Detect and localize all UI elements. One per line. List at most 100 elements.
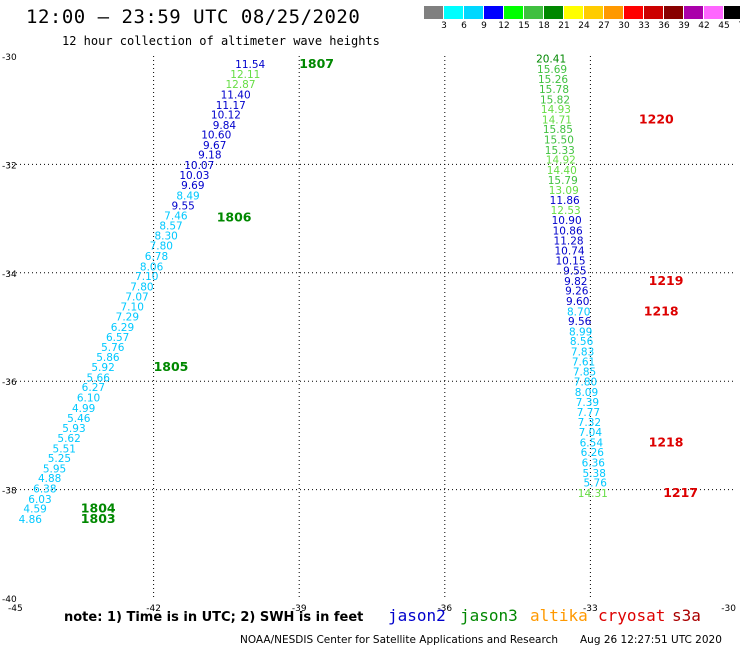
satellite-legend-cryosat: cryosat [598,606,666,625]
y-tick-label: -38 [2,487,17,497]
wave-height-value: 10.90 [552,215,582,227]
wave-height-value: 5.76 [584,478,608,490]
wave-height-value: 10.12 [211,110,241,122]
scale-label: 12 [498,21,510,31]
scale-swatch [664,6,684,19]
page-title: 12:00 – 23:59 UTC 08/25/2020 [26,6,361,28]
scale-swatch [584,6,604,19]
wave-height-value: 6.57 [106,332,129,344]
wave-height-value: 5.66 [87,372,111,384]
wave-height-value: 5.95 [43,463,66,475]
pass-time-label: 1218 [644,303,679,318]
wave-height-value: 9.18 [198,150,221,162]
scale-swatch [704,6,724,19]
pass-time-label: 1220 [639,111,674,126]
wave-height-value: 6.29 [111,322,134,334]
wave-height-value: 9.69 [181,180,204,192]
satellite-legend-jason3: jason3 [460,606,518,625]
pass-time-label: 1217 [663,485,698,500]
wave-height-value: 11.28 [554,235,584,247]
wave-height-value: 9.67 [203,140,226,152]
footer-note: note: 1) Time is in UTC; 2) SWH is in fe… [64,610,364,625]
wave-height-value: 10.86 [553,226,583,238]
x-tick-label: -33 [583,604,598,614]
scale-swatch [724,6,740,19]
pass-time-label: 1806 [217,210,252,225]
scale-label: 15 [518,21,530,31]
wave-height-value: 7.80 [150,241,173,253]
satellite-legend-jason2: jason2 [388,606,446,625]
y-tick-label: -34 [2,270,17,280]
scale-swatch [684,6,704,19]
scale-label: 36 [658,21,670,31]
scale-label: 18 [538,21,550,31]
wave-height-value: 8.57 [159,221,182,233]
wave-height-value: 10.03 [179,170,209,182]
pass-time-label: 1218 [649,434,684,449]
wave-height-value: 11.17 [216,100,246,112]
wave-height-value: 6.36 [582,458,606,470]
wave-height-value: 6.54 [580,437,604,449]
wave-height-value: 7.80 [130,281,153,293]
wave-height-value: 7.07 [125,292,148,304]
pass-time-label: 1219 [649,273,684,288]
wave-height-value: 8.49 [176,190,199,202]
wave-height-value: 7.04 [579,427,603,439]
wave-height-value: 11.54 [235,59,265,71]
satellite-legend-s3a: s3a [672,606,701,625]
wave-height-value: 11.86 [550,195,580,207]
wave-height-value: 6.27 [82,382,105,394]
x-tick-label: -45 [8,604,23,614]
wave-height-value: 8.06 [140,261,164,273]
pass-time-label: 1805 [154,359,189,374]
x-tick-label: -39 [292,604,307,614]
wave-height-value: 6.38 [33,484,56,496]
page-subtitle: 12 hour collection of altimeter wave hei… [62,34,380,48]
wave-height-value: 5.86 [96,352,120,364]
wave-height-value: 15.26 [538,74,568,86]
wave-height-value: 9.82 [564,276,587,288]
y-tick-label: -32 [2,161,17,171]
wave-height-value: 5.38 [583,468,606,480]
wave-height-value: 6.03 [28,494,51,506]
wave-height-value: 14.92 [546,155,576,167]
wave-height-value: 15.79 [548,175,578,187]
wave-height-value: 7.61 [572,357,595,369]
pass-time-label: 1804 [81,501,116,516]
scale-label: 39 [678,21,690,31]
wave-height-value: 7.10 [135,271,158,283]
wave-height-value: 14.93 [541,104,571,116]
wave-height-value: 8.09 [575,387,598,399]
wave-height-value: 9.84 [213,120,237,132]
scale-swatch [504,6,524,19]
wave-height-value: 15.82 [540,94,570,106]
x-tick-label: -30 [721,604,736,614]
wave-height-value: 11.40 [221,89,251,101]
pass-time-label: 1807 [299,56,334,71]
wave-height-value: 9.55 [563,266,586,278]
scale-label: 24 [578,21,590,31]
wave-height-value: 5.62 [57,433,80,445]
scale-label: 45 [718,21,730,31]
wave-height-value: 10.74 [555,246,585,258]
scale-label: 21 [558,21,570,31]
wave-height-value: 7.32 [578,417,601,429]
wave-height-value: 15.33 [545,145,575,157]
scale-swatch [564,6,584,19]
wave-height-value: 10.07 [184,160,214,172]
scale-swatch [444,6,464,19]
scale-swatch [624,6,644,19]
wave-height-value: 9.56 [568,316,592,328]
wave-height-value: 7.39 [576,397,599,409]
wave-height-value: 5.51 [53,443,76,455]
wave-height-value: 5.92 [91,362,114,374]
scale-label: 70 [734,21,740,31]
scale-swatch [544,6,564,19]
wave-height-value: 7.46 [164,210,188,222]
wave-height-value: 7.77 [577,407,600,419]
wave-height-value: 14.40 [547,165,577,177]
scale-swatch [524,6,544,19]
scale-label: 42 [698,21,710,31]
scale-swatch [424,6,444,19]
